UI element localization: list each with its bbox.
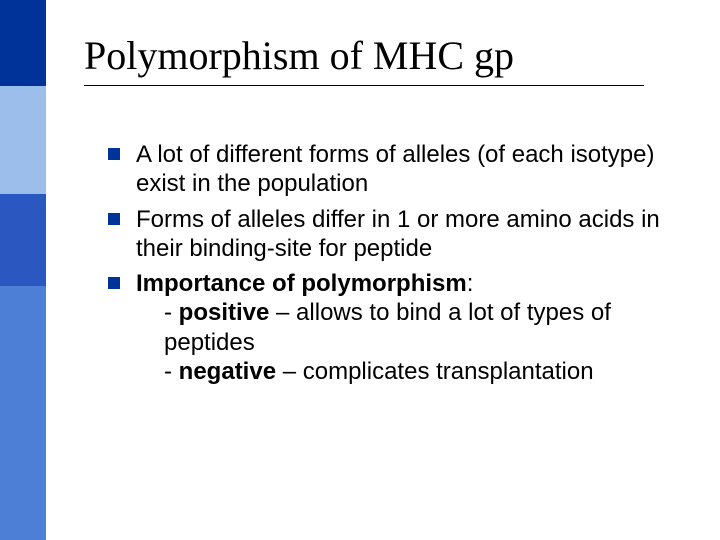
bullet-marker-icon bbox=[108, 148, 120, 160]
sub-bold: negative bbox=[179, 358, 276, 385]
bullet-item: Importance of polymorphism: - positive –… bbox=[108, 269, 668, 386]
sub-rest: – complicates transplantation bbox=[276, 358, 594, 385]
sidebar-seg-4 bbox=[0, 286, 46, 540]
bullet-lead-bold: Importance of polymorphism bbox=[136, 270, 467, 297]
bullet-list: A lot of different forms of alleles (of … bbox=[108, 140, 668, 392]
bullet-lead: Importance of polymorphism: bbox=[136, 270, 473, 297]
bullet-subline: - negative – complicates transplantation bbox=[136, 357, 668, 386]
bullet-lead-tail: : bbox=[467, 270, 474, 297]
bullet-marker-icon bbox=[108, 213, 120, 225]
sidebar-seg-2 bbox=[0, 86, 46, 194]
bullet-item: Forms of alleles differ in 1 or more ami… bbox=[108, 205, 668, 264]
sub-prefix: - bbox=[164, 358, 179, 385]
sidebar-seg-3 bbox=[0, 194, 46, 286]
bullet-text: Forms of alleles differ in 1 or more ami… bbox=[136, 206, 660, 262]
sidebar-accent bbox=[0, 0, 46, 540]
bullet-marker-icon bbox=[108, 277, 120, 289]
sub-bold: positive bbox=[179, 299, 270, 326]
slide-title: Polymorphism of MHC gp bbox=[84, 32, 644, 86]
sidebar-seg-1 bbox=[0, 0, 46, 86]
bullet-item: A lot of different forms of alleles (of … bbox=[108, 140, 668, 199]
sub-prefix: - bbox=[164, 299, 179, 326]
bullet-text: A lot of different forms of alleles (of … bbox=[136, 141, 654, 197]
bullet-subline: - positive – allows to bind a lot of typ… bbox=[136, 298, 668, 357]
